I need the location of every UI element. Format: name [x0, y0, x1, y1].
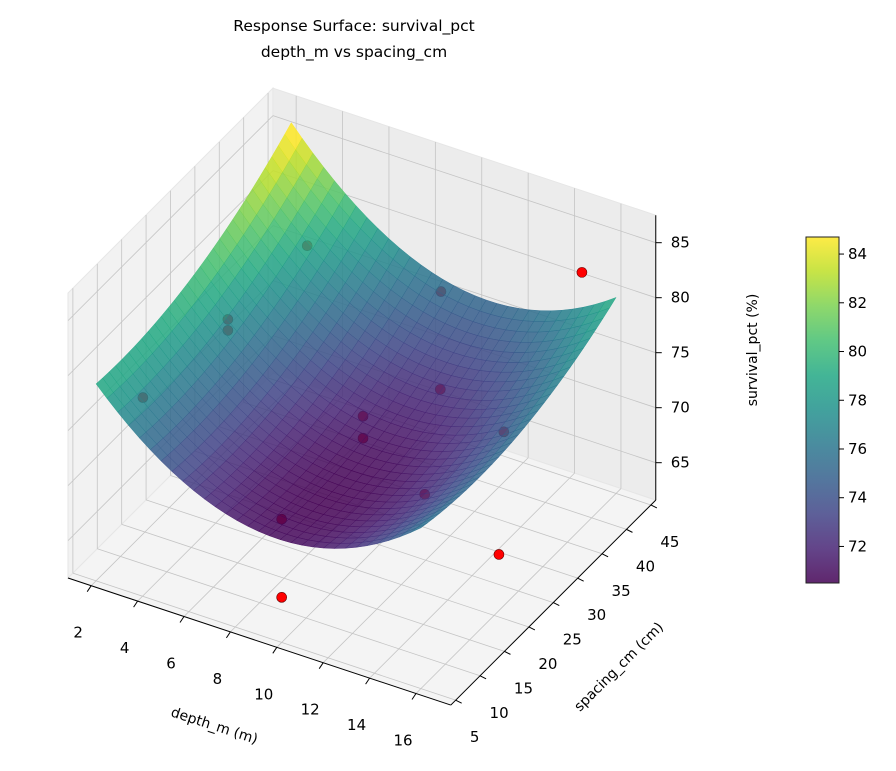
chart-title: Response Surface: survival_pct: [233, 17, 474, 36]
surface: [95, 122, 617, 549]
data-point: [276, 592, 287, 603]
colorbar-tick-label: 84: [848, 245, 867, 263]
y-tick: [577, 577, 584, 582]
y-tick: [528, 626, 536, 631]
x-tick: [318, 662, 324, 669]
floor-gridline-y: [145, 499, 530, 628]
y-tick-label: 15: [514, 679, 533, 697]
x-tick-label: 14: [347, 716, 366, 734]
x-tick-label: 4: [120, 639, 130, 657]
colorbar-tick-label: 76: [848, 440, 867, 458]
left-gridline-z: [67, 170, 274, 376]
surface-facet: [409, 522, 428, 534]
x-axis-line: [67, 577, 451, 706]
colorbar-tick-label: 78: [848, 391, 867, 409]
x-tick: [179, 616, 185, 623]
z-tick-label: 75: [671, 344, 690, 362]
y-tick-label: 25: [563, 631, 582, 649]
x-tick: [272, 647, 278, 654]
colorbar-tick-label: 80: [848, 343, 867, 361]
x-tick-label: 2: [73, 624, 83, 642]
back-gridline-z: [272, 115, 656, 244]
y-tick-label: 30: [587, 606, 606, 624]
x-tick-label: 12: [301, 701, 320, 719]
colorbar: 72 74 76 78 80 82 84: [805, 236, 867, 584]
floor-gridline-y: [121, 523, 505, 652]
y-axis-label: spacing_cm (cm): [571, 619, 667, 715]
x-tick-label: 6: [166, 655, 176, 673]
y-tick-label: 10: [490, 704, 509, 722]
y-tick-label: 45: [660, 533, 679, 551]
y-tick: [626, 528, 633, 533]
colorbar-gradient: [805, 236, 840, 584]
z-tick-label: 70: [671, 399, 690, 417]
visible-points: [276, 267, 588, 603]
x-tick: [411, 693, 417, 700]
colorbar-tick-label: 82: [848, 294, 867, 312]
y-tick: [455, 699, 462, 704]
x-axis-label: depth_m (m): [169, 705, 260, 748]
y-tick-label: 35: [612, 582, 631, 600]
x-tick: [365, 677, 371, 685]
data-point: [493, 549, 505, 560]
x-tick-label: 16: [393, 732, 412, 750]
x-tick: [86, 585, 92, 592]
axis-lines: [67, 215, 662, 706]
y-tick-label: 40: [636, 557, 655, 575]
z-tick-label: 80: [671, 289, 690, 307]
x-tick-label: 10: [254, 685, 273, 703]
chart-subtitle: depth_m vs spacing_cm: [261, 43, 447, 62]
z-tick-label: 65: [671, 454, 690, 472]
x-tick: [225, 631, 231, 639]
y-tick: [650, 504, 658, 509]
colorbar-tick-label: 74: [848, 489, 867, 507]
x-tick-label: 8: [213, 670, 223, 688]
y-tick: [504, 650, 511, 655]
floor-gridline-y: [72, 572, 456, 701]
z-tick-label: 85: [671, 234, 690, 252]
z-axis-label: survival_pct (%): [745, 294, 761, 407]
y-tick: [601, 553, 609, 558]
x-tick: [133, 600, 139, 608]
y-tick-label: 20: [538, 655, 557, 673]
colorbar-tick-label: 72: [848, 537, 867, 555]
data-point: [576, 267, 588, 278]
y-tick: [553, 602, 560, 607]
y-tick-label: 5: [470, 728, 480, 746]
left-gridline-z: [67, 115, 274, 321]
y-tick: [479, 675, 487, 680]
floor-gridline-y: [97, 548, 481, 677]
tick-labels: 2 4 6 8 10 12 14 16 5 10 15 20 25 30 35 40 45 65 70 75 80 85: [73, 234, 689, 750]
